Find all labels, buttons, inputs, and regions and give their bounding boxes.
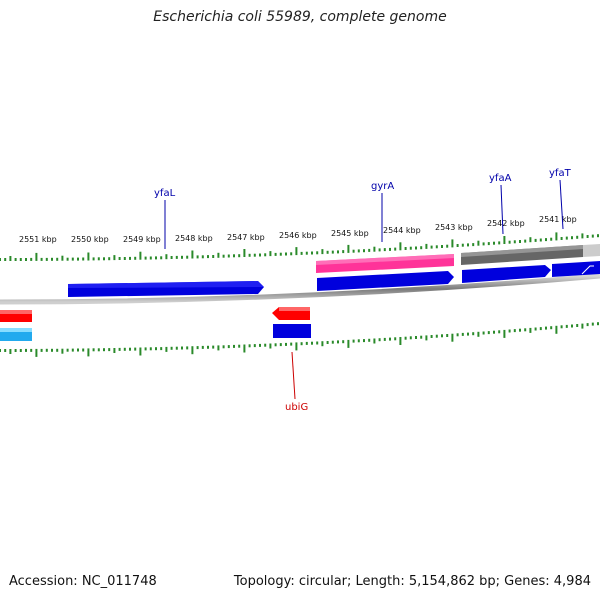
label-ubiG: ubiG [285, 402, 308, 413]
gene-yfaA[interactable] [462, 265, 551, 283]
inner-tick-row [0, 322, 599, 357]
map-title: Escherichia coli 55989, complete genome [153, 9, 447, 25]
gene-ubiG[interactable] [273, 324, 311, 338]
tick-label: 2548 kbp [175, 234, 213, 243]
label-yfaA: yfaA [489, 173, 512, 184]
gene-yfaT[interactable] [552, 261, 600, 277]
tick-label: 2550 kbp [71, 235, 109, 244]
label-gyrA: gyrA [371, 181, 394, 192]
outer-tick-row [0, 232, 599, 261]
tick-label: 2543 kbp [435, 223, 473, 232]
label-yfaL: yfaL [154, 188, 176, 199]
reverse-strand [0, 307, 311, 341]
tick-label: 2549 kbp [123, 235, 161, 244]
tick-label: 2544 kbp [383, 226, 421, 235]
tick-label: 2542 kbp [487, 219, 525, 228]
forward-strand [68, 244, 600, 297]
label-yfaT: yfaT [549, 168, 572, 179]
tick-label: 2551 kbp [19, 235, 57, 244]
gene-gyrA[interactable] [317, 271, 454, 291]
tick-label: 2546 kbp [279, 231, 317, 240]
genome-backbone [0, 273, 600, 305]
tick-label: 2541 kbp [539, 215, 577, 224]
accession-text: Accession: NC_011748 [9, 574, 157, 589]
tick-labels: 2551 kbp 2550 kbp 2549 kbp 2548 kbp 2547… [19, 215, 577, 244]
tick-label: 2545 kbp [331, 229, 369, 238]
genome-summary: Topology: circular; Length: 5,154,862 bp… [233, 574, 591, 589]
tick-label: 2547 kbp [227, 233, 265, 242]
